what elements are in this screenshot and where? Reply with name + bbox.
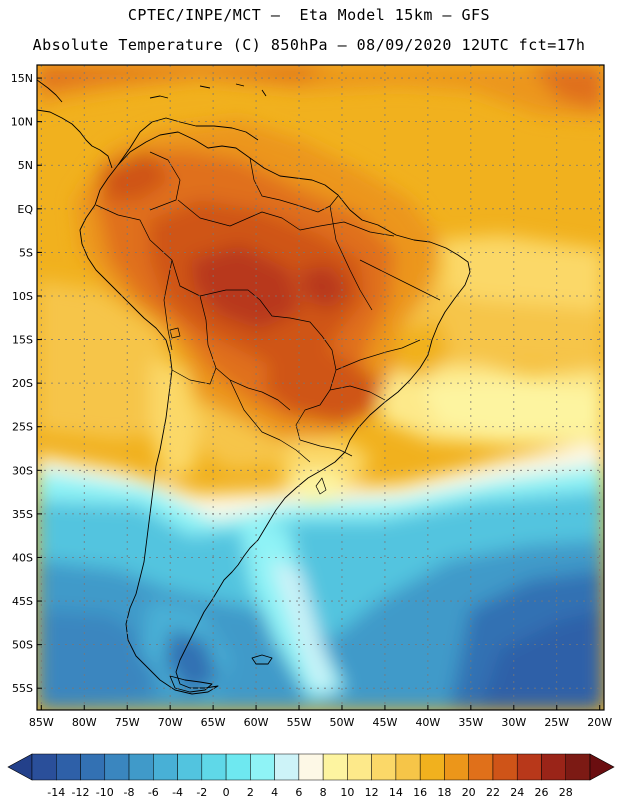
- lat-label: 30S: [12, 464, 33, 477]
- temperature-field: [37, 65, 604, 710]
- south-america-coastline: [79, 131, 471, 695]
- colorbar-label: 14: [389, 786, 403, 799]
- map-title-line2: Absolute Temperature (C) 850hPa – 08/09/…: [32, 36, 586, 54]
- colorbar-label: -14: [47, 786, 65, 799]
- colorbar-label: 16: [413, 786, 427, 799]
- lon-label: 50W: [330, 716, 355, 729]
- colorbar-label: 12: [365, 786, 379, 799]
- lake-patos: [315, 477, 327, 495]
- colorbar-swatch: [322, 753, 348, 781]
- colorbar-label: 10: [340, 786, 354, 799]
- colorbar-swatch: [541, 753, 566, 781]
- colorbar-swatch: [565, 753, 591, 781]
- colorbar-swatch: [395, 753, 421, 781]
- colorbar-label: -6: [148, 786, 159, 799]
- colorbar-label: 26: [534, 786, 548, 799]
- lat-label: 10N: [11, 116, 33, 129]
- lat-label: 50S: [12, 639, 33, 652]
- lon-label: 60W: [244, 716, 269, 729]
- lat-label: 40S: [12, 551, 33, 564]
- colorbar-swatch: [201, 753, 227, 781]
- longitude-labels: 85W 80W 75W 70W 65W 60W 55W 50W 45W 40W 35W 30W 25W 2…: [29, 705, 612, 729]
- colorbar-swatch: [298, 753, 324, 781]
- lat-label: 15N: [11, 72, 33, 85]
- colorbar-under-triangle: [7, 753, 33, 781]
- lon-label: 85W: [29, 716, 54, 729]
- colorbar-swatch: [468, 753, 494, 781]
- falklands: [251, 654, 273, 665]
- colorbar-swatch: [56, 753, 81, 781]
- coastlines: [37, 79, 471, 695]
- colorbar-label: -4: [172, 786, 183, 799]
- lat-label: 5N: [18, 159, 33, 172]
- lon-label: 40W: [415, 716, 440, 729]
- lat-label: 15S: [12, 334, 33, 347]
- colorbar-swatch: [250, 753, 275, 781]
- lon-label: 25W: [544, 716, 569, 729]
- islands-caribbean: [149, 83, 267, 99]
- lat-label: 5S: [19, 246, 33, 259]
- lat-label: 10S: [12, 290, 33, 303]
- colorbar-swatch: [274, 753, 300, 781]
- map-frame: [36, 64, 605, 711]
- colorbar-label: -10: [96, 786, 114, 799]
- colorbar-swatch: [31, 753, 57, 781]
- lat-label: 35S: [12, 508, 33, 521]
- colorbar-swatch: [371, 753, 397, 781]
- map-title-line1: CPTEC/INPE/MCT – Eta Model 15km – GFS: [127, 6, 491, 24]
- colorbar-swatch: [444, 753, 469, 781]
- colorbar-label: 28: [559, 786, 573, 799]
- lon-label: 75W: [115, 716, 140, 729]
- central-america: [37, 79, 113, 169]
- tierra-del-fuego: [169, 675, 213, 693]
- colorbar: -14 -12 -10 -8 -6 -4 -2 0 2 4 6 8 10 12 14 16 18 20 22 24 26…: [7, 753, 615, 799]
- lat-label: 25S: [12, 421, 33, 434]
- grid-lines: [37, 65, 604, 710]
- caribbean-coast: [117, 117, 259, 166]
- colorbar-over-triangle: [589, 753, 615, 781]
- colorbar-label: 2: [247, 786, 254, 799]
- colorbar-label: -2: [196, 786, 207, 799]
- lon-label: 45W: [372, 716, 397, 729]
- lon-label: 80W: [72, 716, 97, 729]
- colorbar-label: 8: [320, 786, 327, 799]
- colorbar-label: 6: [295, 786, 302, 799]
- lon-label: 65W: [201, 716, 226, 729]
- colorbar-swatch: [177, 753, 203, 781]
- colorbar-swatch: [225, 753, 251, 781]
- colorbar-label: 22: [486, 786, 500, 799]
- colorbar-swatch: [104, 753, 130, 781]
- lon-label: 20W: [587, 716, 612, 729]
- colorbar-label: 24: [510, 786, 524, 799]
- colorbar-swatch: [80, 753, 106, 781]
- colorbar-swatch: [128, 753, 154, 781]
- lon-label: 35W: [458, 716, 483, 729]
- colorbar-label: -12: [72, 786, 90, 799]
- lon-label: 55W: [287, 716, 312, 729]
- colorbar-swatch: [153, 753, 178, 781]
- colorbar-label: 20: [462, 786, 476, 799]
- lat-label: 55S: [12, 682, 33, 695]
- lat-label: 45S: [12, 595, 33, 608]
- temperature-map: 15N 10N 5N EQ 5S 10S 15S 20S 25S 30S 35S 40S 45S 50S 5…: [11, 64, 612, 729]
- lat-label: EQ: [17, 203, 33, 216]
- lat-label: 20S: [12, 377, 33, 390]
- colorbar-swatch: [419, 753, 445, 781]
- colorbar-label: 4: [271, 786, 278, 799]
- latitude-labels: 15N 10N 5N EQ 5S 10S 15S 20S 25S 30S 35S 40S 45S 50S 5…: [11, 72, 42, 695]
- lon-label: 70W: [158, 716, 183, 729]
- colorbar-swatch: [492, 753, 518, 781]
- lake-titicaca: [169, 327, 181, 339]
- colorbar-swatch: [347, 753, 372, 781]
- lon-label: 30W: [501, 716, 526, 729]
- colorbar-label: 18: [437, 786, 451, 799]
- colorbar-label: 0: [223, 786, 230, 799]
- colorbar-label: -8: [124, 786, 135, 799]
- colorbar-swatch: [516, 753, 542, 781]
